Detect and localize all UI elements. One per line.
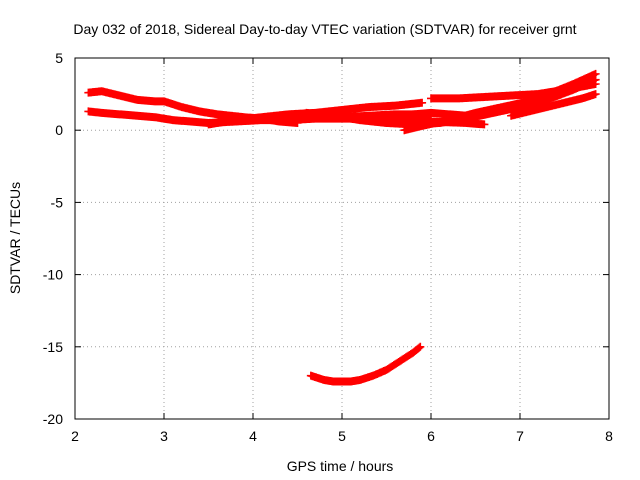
- y-axis-label: SDTVAR / TECUs: [7, 182, 23, 294]
- x-tick-label: 5: [338, 428, 346, 444]
- series-markers: [427, 79, 600, 103]
- y-tick-label: 0: [55, 122, 63, 138]
- axes: 2 3 4 5 6 7 8 5 0 -5 -10 -15 -20: [43, 50, 613, 444]
- y-tick-label: 5: [55, 50, 63, 66]
- y-tick-label: -15: [43, 339, 63, 355]
- x-tick-label: 2: [71, 428, 79, 444]
- x-tick-label: 3: [160, 428, 168, 444]
- y-tick-label: -10: [43, 267, 63, 283]
- x-tick-label: 6: [427, 428, 435, 444]
- marks: [84, 69, 600, 386]
- series-markers: [306, 342, 425, 386]
- x-tick-label: 8: [605, 428, 613, 444]
- series-markers: [507, 90, 600, 120]
- series-6: [338, 110, 435, 122]
- x-tick-label: 4: [249, 428, 257, 444]
- series-7: [427, 79, 600, 103]
- x-axis-label: GPS time / hours: [287, 458, 394, 474]
- y-tick-label: -20: [43, 411, 63, 427]
- series-8: [507, 90, 600, 120]
- y-tick-label: -5: [51, 194, 64, 210]
- x-tick-label: 7: [516, 428, 524, 444]
- series-9: [306, 342, 425, 386]
- chart-title: Day 032 of 2018, Sidereal Day-to-day VTE…: [73, 21, 576, 37]
- series-markers: [338, 110, 435, 122]
